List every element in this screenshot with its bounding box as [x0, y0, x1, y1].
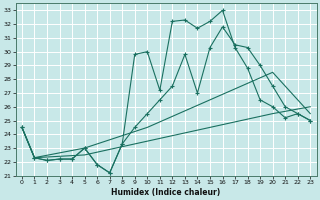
X-axis label: Humidex (Indice chaleur): Humidex (Indice chaleur): [111, 188, 221, 197]
